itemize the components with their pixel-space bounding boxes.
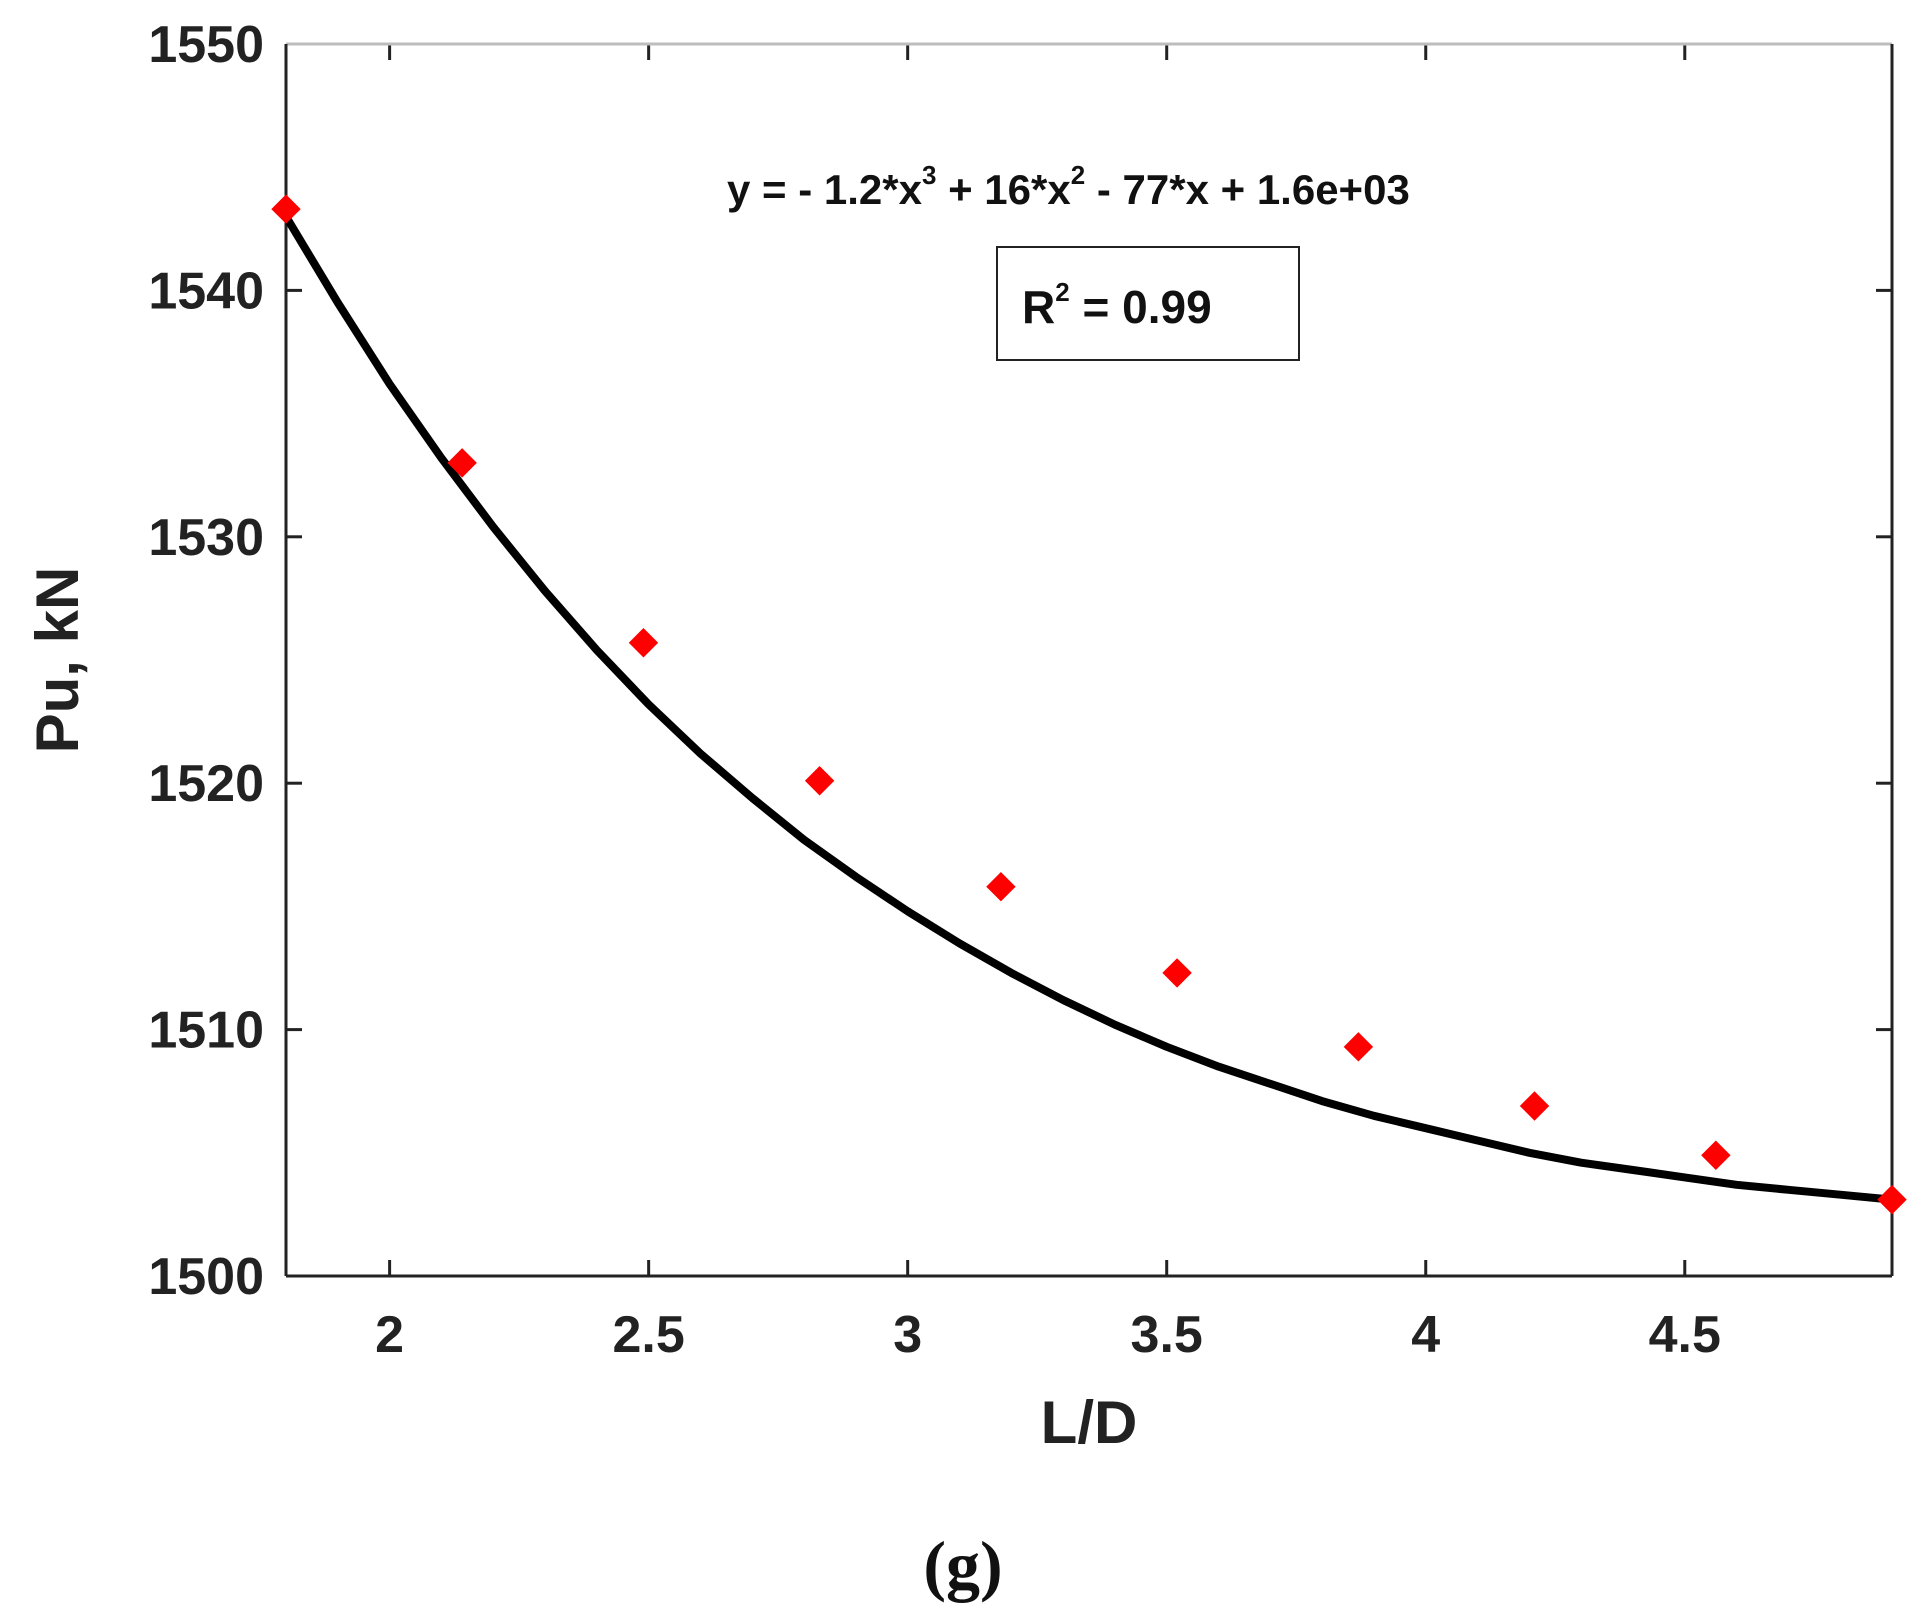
equation-part-2: + 16*x [936,166,1071,213]
data-point-marker [1343,1032,1374,1062]
data-point-marker [804,766,835,796]
data-point-marker [1519,1091,1550,1121]
x-tick-label: 4.5 [1649,1306,1721,1364]
fit-curve-line [282,212,1896,1204]
r-squared-r: R [1022,281,1055,333]
x-tick-labels: 2 2.5 3 3.5 4 4.5 [375,1306,1721,1364]
x-tick-label: 3 [893,1306,922,1364]
r-squared-exponent: 2 [1055,277,1069,307]
x-tick-label: 3.5 [1131,1306,1203,1364]
x-axis-ticks [388,44,1687,1276]
data-point-marker [628,628,659,658]
equation-exponent-2: 2 [1071,160,1085,190]
r-squared-box [996,246,1300,361]
data-point-marker [1877,1184,1907,1215]
y-tick-labels: 1500 1510 1520 1530 1540 1550 [148,16,264,1306]
x-axis-title: L/D [1041,1389,1138,1456]
data-point-marker [1701,1140,1731,1170]
data-point-marker [986,871,1016,902]
r-squared-value: = 0.99 [1070,281,1212,333]
x-tick-label: 2.5 [612,1306,684,1364]
y-tick-label: 1520 [148,755,264,813]
x-tick-label: 2 [375,1306,404,1364]
y-tick-label: 1510 [148,1002,264,1060]
equation-part-1: y = - 1.2*x [727,166,923,213]
fit-equation: y = - 1.2*x3 + 16*x2 - 77*x + 1.6e+03 [727,160,1410,213]
data-points [271,194,1907,1215]
y-tick-label: 1540 [148,262,264,320]
data-point-marker [447,448,477,478]
equation-part-3: - 77*x + 1.6e+03 [1085,166,1410,213]
data-point-marker [271,194,301,224]
y-tick-label: 1550 [148,16,264,74]
y-axis-title: Pu, kN [24,567,91,754]
equation-exponent-1: 3 [922,160,936,190]
y-tick-label: 1530 [148,509,264,567]
plot-area [286,44,1892,1276]
y-tick-label: 1500 [148,1248,264,1306]
data-point-marker [1162,958,1192,988]
panel-label: (g) [923,1527,1002,1603]
x-tick-label: 4 [1411,1306,1440,1364]
r-squared-label: R2 = 0.99 [1022,277,1212,333]
